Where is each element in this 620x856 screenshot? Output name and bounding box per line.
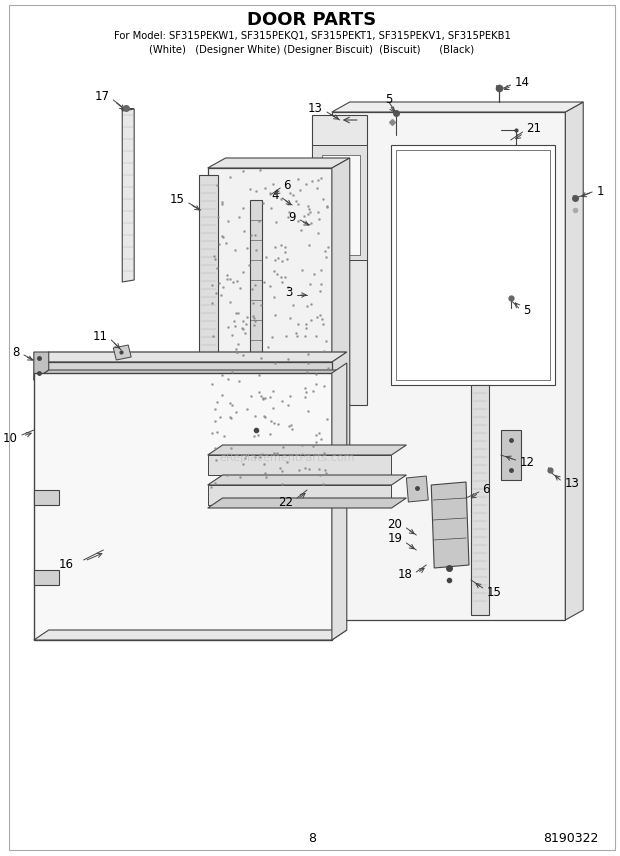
Text: 11: 11 [92, 330, 107, 342]
Text: 5: 5 [523, 304, 530, 317]
Text: For Model: SF315PEKW1, SF315PEKQ1, SF315PEKT1, SF315PEKV1, SF315PEKB1: For Model: SF315PEKW1, SF315PEKQ1, SF315… [113, 31, 510, 41]
Text: 20: 20 [388, 518, 402, 531]
Text: 6: 6 [283, 179, 291, 192]
Text: 5: 5 [385, 92, 392, 105]
Polygon shape [34, 352, 347, 362]
Polygon shape [332, 363, 347, 640]
Polygon shape [565, 102, 583, 620]
Polygon shape [391, 145, 556, 385]
Polygon shape [312, 115, 366, 405]
Polygon shape [501, 430, 521, 480]
Text: 13: 13 [308, 102, 323, 115]
Text: 17: 17 [94, 90, 109, 103]
Text: 8: 8 [12, 346, 20, 359]
Polygon shape [208, 485, 391, 505]
Polygon shape [34, 373, 332, 640]
Text: DOOR PARTS: DOOR PARTS [247, 11, 376, 29]
Polygon shape [208, 445, 406, 455]
Text: 8190322: 8190322 [542, 831, 598, 845]
Polygon shape [122, 109, 134, 282]
Polygon shape [239, 415, 274, 440]
Polygon shape [34, 630, 347, 640]
Text: 10: 10 [3, 431, 18, 444]
Polygon shape [34, 490, 59, 505]
Polygon shape [208, 168, 332, 490]
Text: 1: 1 [597, 185, 604, 198]
Text: 15: 15 [487, 586, 502, 598]
Text: 21: 21 [526, 122, 542, 134]
Polygon shape [332, 102, 583, 112]
Polygon shape [406, 476, 428, 502]
Text: 9: 9 [289, 211, 296, 223]
Polygon shape [208, 455, 391, 475]
Polygon shape [199, 175, 218, 430]
Polygon shape [208, 475, 406, 485]
Polygon shape [432, 482, 469, 568]
Text: 8: 8 [308, 831, 316, 845]
Text: 12: 12 [520, 455, 534, 468]
Polygon shape [34, 570, 59, 585]
Text: eReplacementParts.com: eReplacementParts.com [219, 453, 355, 463]
Text: 3: 3 [285, 286, 292, 299]
Text: 13: 13 [564, 477, 579, 490]
Text: 19: 19 [388, 532, 402, 545]
Text: 15: 15 [170, 193, 185, 205]
Text: 16: 16 [58, 558, 74, 572]
Text: 18: 18 [397, 568, 412, 581]
Text: 6: 6 [482, 483, 489, 496]
Polygon shape [208, 498, 406, 508]
Polygon shape [113, 345, 131, 360]
Polygon shape [312, 145, 366, 260]
Polygon shape [208, 158, 350, 168]
Text: 4: 4 [272, 188, 279, 201]
Text: 14: 14 [515, 75, 529, 88]
Polygon shape [250, 200, 262, 395]
Text: 22: 22 [278, 496, 293, 508]
Polygon shape [471, 385, 489, 615]
Polygon shape [34, 362, 332, 380]
Polygon shape [322, 155, 360, 255]
Polygon shape [122, 108, 133, 111]
Polygon shape [332, 112, 565, 620]
Polygon shape [34, 352, 49, 380]
Polygon shape [332, 158, 350, 490]
Text: (White)   (Designer White) (Designer Biscuit)  (Biscuit)      (Black): (White) (Designer White) (Designer Biscu… [149, 45, 474, 55]
Polygon shape [239, 390, 274, 415]
Polygon shape [34, 370, 347, 380]
